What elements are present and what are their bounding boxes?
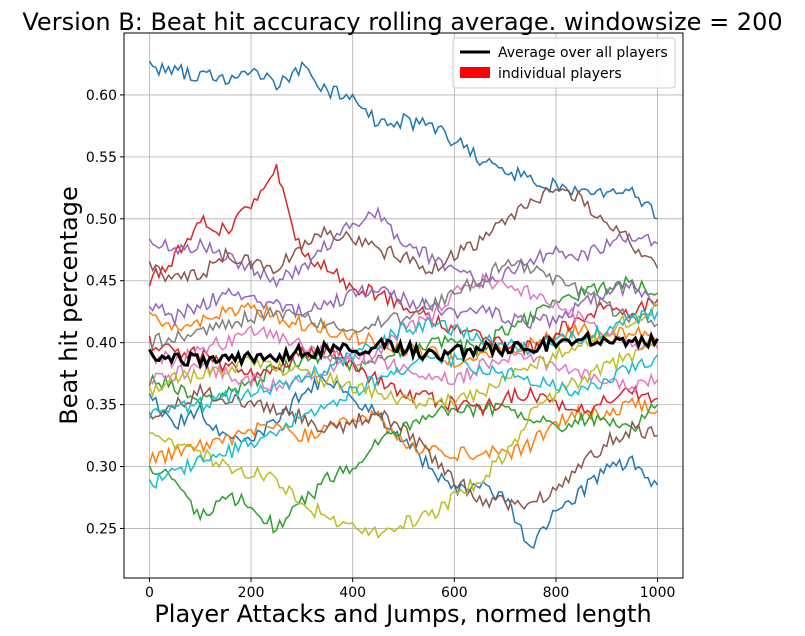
legend-box xyxy=(452,37,676,89)
x-tick-label: 600 xyxy=(441,585,468,601)
y-axis: 0.25 0.30 0.35 0.40 0.45 0.50 0.55 0.60 xyxy=(86,88,124,537)
legend-individual-swatch xyxy=(460,67,490,78)
player-series-line xyxy=(148,396,659,466)
player-series-line xyxy=(148,206,658,289)
player-series-line xyxy=(148,382,658,512)
plot-frame xyxy=(123,32,684,579)
y-tick-label: 0.40 xyxy=(86,336,117,352)
legend-average-label: Average over all players xyxy=(498,45,668,61)
y-tick-label: 0.60 xyxy=(86,88,117,104)
player-series-line xyxy=(149,339,658,540)
y-tick-label: 0.25 xyxy=(86,521,117,537)
plot-area xyxy=(148,60,659,550)
y-tick-label: 0.50 xyxy=(86,212,117,228)
player-series-line xyxy=(148,301,659,410)
player-series-line xyxy=(148,186,659,283)
player-series-line xyxy=(148,60,658,220)
x-axis-label: Player Attacks and Jumps, normed length xyxy=(154,600,651,628)
player-series-line xyxy=(148,345,659,394)
average-series-line xyxy=(148,330,659,370)
x-tick-label: 200 xyxy=(238,585,265,601)
y-tick-label: 0.30 xyxy=(86,460,117,476)
player-series-line xyxy=(149,272,659,370)
player-series-line xyxy=(148,258,659,350)
legend-individual-label: individual players xyxy=(498,66,622,82)
legend: Average over all players individual play… xyxy=(452,37,676,89)
player-series-line xyxy=(148,163,659,357)
x-tick-label: 0 xyxy=(145,585,154,601)
y-axis-label: Beat hit percentage xyxy=(55,186,83,425)
player-series-line xyxy=(148,335,658,418)
y-tick-label: 0.55 xyxy=(86,150,117,166)
series-lines xyxy=(148,60,659,550)
x-tick-label: 800 xyxy=(543,585,570,601)
y-tick-label: 0.35 xyxy=(86,398,117,414)
y-tick-label: 0.45 xyxy=(86,274,117,290)
player-series-line xyxy=(148,400,659,534)
x-tick-label: 1000 xyxy=(640,585,676,601)
x-axis: 0 200 400 600 800 1000 xyxy=(145,578,675,601)
player-series-line xyxy=(148,351,659,490)
x-tick-label: 400 xyxy=(339,585,366,601)
chart-title: Version B: Beat hit accuracy rolling ave… xyxy=(22,8,782,36)
player-series-line xyxy=(148,307,659,419)
